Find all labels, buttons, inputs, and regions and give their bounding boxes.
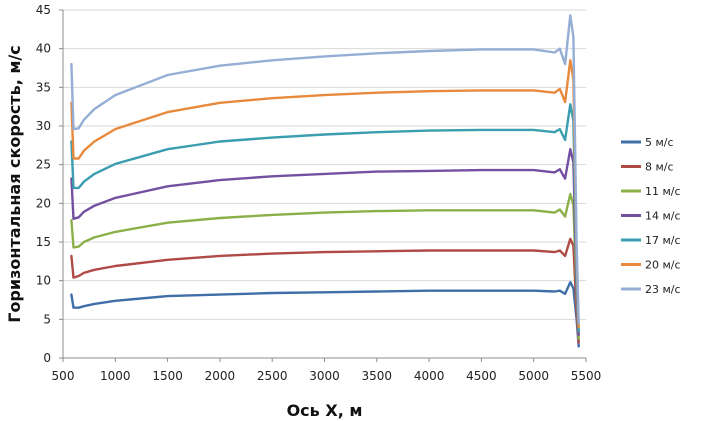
y-tick-label-3: 15 <box>36 235 51 249</box>
y-tick-label-5: 25 <box>36 158 51 172</box>
y-tick-label-2: 10 <box>36 274 51 288</box>
series-line-5 <box>70 59 580 329</box>
y-axis-title: Горизонтальная скорость, м/с <box>5 45 24 323</box>
x-tick-label-9: 5000 <box>518 369 549 383</box>
legend-label-0: 5 м/с <box>645 136 674 149</box>
grid <box>63 9 586 320</box>
legend: 5 м/с 8 м/с 11 м/с 14 м/с 17 м/с 20 м/с 23 м/с <box>621 136 681 296</box>
x-tick-label-6: 3500 <box>362 369 393 383</box>
legend-label-4: 17 м/с <box>645 234 681 247</box>
y-tick-labels: 0 5 10 15 20 25 30 35 40 45 <box>36 3 51 365</box>
y-tick-label-8: 40 <box>36 42 51 56</box>
y-tick-label-4: 20 <box>36 196 51 210</box>
y-tick-label-1: 5 <box>43 312 51 326</box>
series-line-3 <box>70 147 580 336</box>
series-line-2 <box>70 192 580 340</box>
series-line-6 <box>70 14 580 325</box>
series-line-4 <box>70 103 580 333</box>
y-tick-label-0: 0 <box>43 351 51 365</box>
x-tick-label-2: 1500 <box>152 369 183 383</box>
y-tick-label-9: 45 <box>36 3 51 17</box>
axes <box>59 9 587 362</box>
x-axis-title: Ось X, м <box>287 401 363 420</box>
x-tick-label-1: 1000 <box>100 369 131 383</box>
y-tick-label-6: 30 <box>36 119 51 133</box>
legend-label-5: 20 м/с <box>645 259 681 272</box>
x-tick-labels: 500 1000 1500 2000 2500 3000 3500 4000 4500 5000 5… <box>52 369 602 383</box>
x-tick-label-3: 2000 <box>205 369 236 383</box>
series-line-0 <box>70 281 580 348</box>
y-tick-label-7: 35 <box>36 80 51 94</box>
legend-label-6: 23 м/с <box>645 283 681 296</box>
legend-label-3: 14 м/с <box>645 210 681 223</box>
legend-label-2: 11 м/с <box>645 185 681 198</box>
x-tick-label-10: 5500 <box>571 369 602 383</box>
legend-label-1: 8 м/с <box>645 161 674 174</box>
x-tick-label-4: 2500 <box>257 369 288 383</box>
x-tick-label-5: 3000 <box>309 369 340 383</box>
x-tick-label-0: 500 <box>52 369 75 383</box>
series-line-1 <box>70 237 580 344</box>
series-lines <box>70 14 580 348</box>
x-tick-label-7: 4000 <box>414 369 445 383</box>
x-tick-label-8: 4500 <box>466 369 497 383</box>
